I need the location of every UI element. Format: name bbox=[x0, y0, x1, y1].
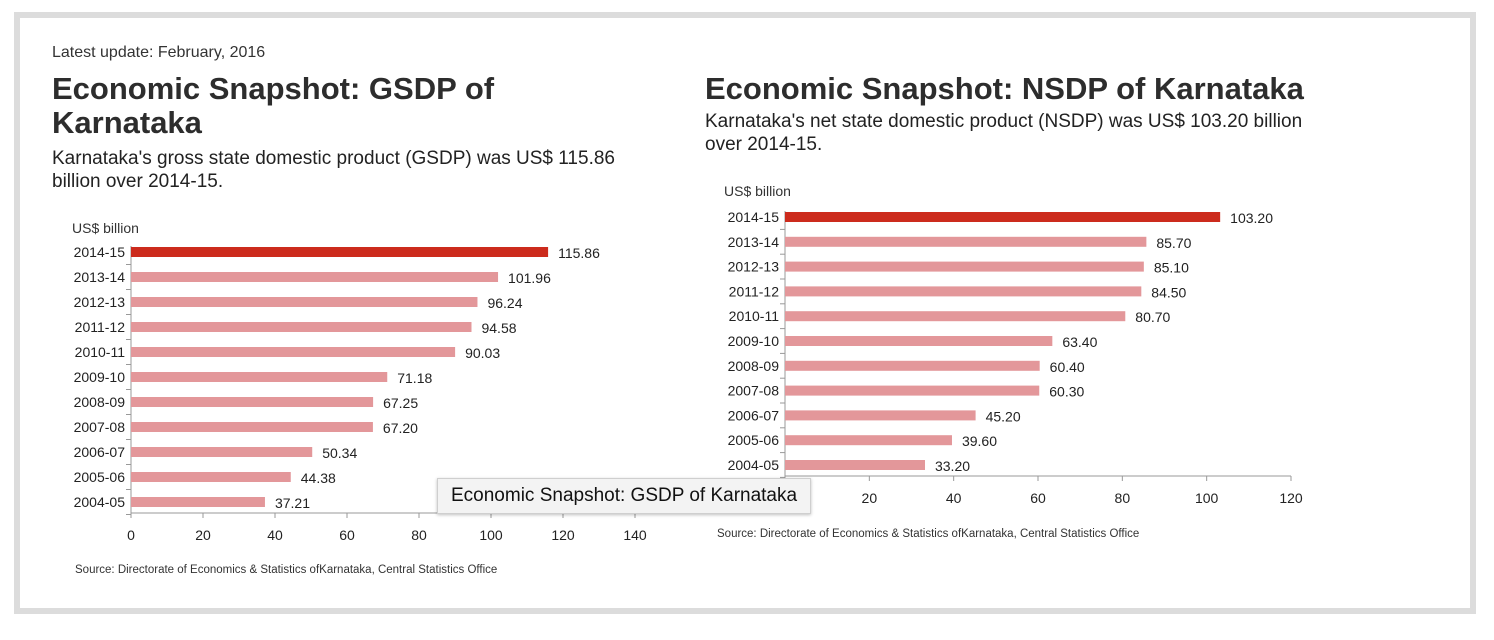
nsdp-bar[interactable] bbox=[785, 212, 1221, 222]
gsdp-bar[interactable] bbox=[131, 372, 388, 382]
nsdp-value-label: 60.40 bbox=[1050, 359, 1085, 375]
gsdp-category-label: 2009-10 bbox=[74, 369, 126, 385]
nsdp-bar[interactable] bbox=[785, 236, 1147, 247]
nsdp-value-label: 85.70 bbox=[1156, 235, 1191, 251]
gsdp-x-tick-label: 140 bbox=[623, 527, 647, 543]
gsdp-bar[interactable] bbox=[131, 247, 549, 257]
gsdp-value-label: 50.34 bbox=[322, 445, 357, 461]
gsdp-bar[interactable] bbox=[131, 447, 313, 457]
nsdp-x-tick-label: 60 bbox=[1030, 490, 1046, 506]
nsdp-value-label: 63.40 bbox=[1062, 334, 1097, 350]
nsdp-bar[interactable] bbox=[785, 360, 1040, 371]
gsdp-subtitle: Karnataka's gross state domestic product… bbox=[52, 148, 615, 192]
nsdp-x-tick-label: 40 bbox=[946, 490, 962, 506]
gsdp-x-tick-label: 20 bbox=[195, 527, 211, 543]
gsdp-category-label: 2006-07 bbox=[74, 444, 126, 460]
gsdp-category-label: 2014-15 bbox=[74, 244, 126, 260]
gsdp-value-label: 90.03 bbox=[465, 345, 500, 361]
gsdp-bar[interactable] bbox=[131, 347, 456, 357]
gsdp-value-label: 37.21 bbox=[275, 495, 310, 511]
nsdp-category-label: 2011-12 bbox=[729, 283, 780, 299]
gsdp-x-tick-label: 60 bbox=[339, 527, 355, 543]
nsdp-value-label: 80.70 bbox=[1135, 309, 1170, 325]
nsdp-bar[interactable] bbox=[785, 385, 1040, 396]
gsdp-value-label: 71.18 bbox=[397, 370, 432, 386]
nsdp-bar[interactable] bbox=[785, 410, 976, 421]
gsdp-bar[interactable] bbox=[131, 397, 374, 407]
gsdp-category-label: 2008-09 bbox=[74, 394, 126, 410]
gsdp-bar[interactable] bbox=[131, 297, 478, 307]
nsdp-value-label: 60.30 bbox=[1049, 384, 1084, 400]
gsdp-category-label: 2004-05 bbox=[74, 494, 126, 510]
gsdp-value-label: 67.20 bbox=[383, 420, 418, 436]
nsdp-category-label: 2009-10 bbox=[728, 333, 780, 349]
gsdp-value-label: 101.96 bbox=[508, 270, 551, 286]
gsdp-category-label: 2013-14 bbox=[74, 269, 126, 285]
nsdp-value-label: 45.20 bbox=[986, 408, 1021, 424]
nsdp-value-label: 84.50 bbox=[1151, 284, 1186, 300]
gsdp-title: Economic Snapshot: GSDP of Karnataka bbox=[52, 71, 495, 140]
gsdp-category-label: 2007-08 bbox=[74, 419, 126, 435]
gsdp-x-tick-label: 120 bbox=[551, 527, 575, 543]
nsdp-unit-label: US$ billion bbox=[724, 183, 791, 199]
gsdp-category-label: 2012-13 bbox=[74, 294, 126, 310]
nsdp-title: Economic Snapshot: NSDP of Karnataka bbox=[705, 71, 1304, 106]
nsdp-bar[interactable] bbox=[785, 311, 1126, 322]
gsdp-unit-label: US$ billion bbox=[72, 220, 139, 236]
nsdp-value-label: 85.10 bbox=[1154, 260, 1189, 276]
gsdp-category-label: 2011-12 bbox=[75, 319, 126, 335]
gsdp-x-tick-label: 0 bbox=[127, 527, 135, 543]
nsdp-category-label: 2006-07 bbox=[728, 407, 780, 423]
gsdp-x-tick-label: 40 bbox=[267, 527, 283, 543]
nsdp-subtitle: Karnataka's net state domestic product (… bbox=[705, 111, 1303, 155]
gsdp-source-note: Source: Directorate of Economics & Stati… bbox=[75, 564, 497, 576]
gsdp-value-label: 115.86 bbox=[558, 245, 600, 261]
nsdp-category-label: 2005-06 bbox=[728, 432, 780, 448]
nsdp-category-label: 2012-13 bbox=[728, 259, 780, 275]
gsdp-bar[interactable] bbox=[131, 322, 472, 332]
gsdp-value-label: 67.25 bbox=[383, 395, 418, 411]
nsdp-x-tick-label: 100 bbox=[1195, 490, 1219, 506]
nsdp-source-note: Source: Directorate of Economics & Stati… bbox=[717, 528, 1139, 540]
chart-tooltip: Economic Snapshot: GSDP of Karnataka bbox=[437, 478, 812, 514]
nsdp-bar[interactable] bbox=[785, 435, 952, 446]
gsdp-category-label: 2005-06 bbox=[74, 469, 126, 485]
nsdp-x-tick-label: 20 bbox=[862, 490, 878, 506]
nsdp-category-label: 2004-05 bbox=[728, 457, 780, 473]
nsdp-bar[interactable] bbox=[785, 286, 1142, 297]
nsdp-x-tick-label: 80 bbox=[1115, 490, 1131, 506]
nsdp-bar[interactable] bbox=[785, 261, 1144, 272]
gsdp-value-label: 96.24 bbox=[487, 295, 522, 311]
gsdp-bar[interactable] bbox=[131, 272, 499, 282]
gsdp-category-label: 2010-11 bbox=[75, 344, 126, 360]
nsdp-category-label: 2013-14 bbox=[728, 234, 780, 250]
nsdp-bar[interactable] bbox=[785, 460, 925, 470]
gsdp-bar[interactable] bbox=[131, 422, 373, 432]
nsdp-bar[interactable] bbox=[785, 336, 1053, 346]
nsdp-category-label: 2014-15 bbox=[728, 209, 780, 225]
nsdp-category-label: 2010-11 bbox=[729, 308, 780, 324]
nsdp-value-label: 39.60 bbox=[962, 433, 997, 449]
nsdp-value-label: 103.20 bbox=[1230, 210, 1273, 226]
nsdp-category-label: 2008-09 bbox=[728, 358, 780, 374]
gsdp-value-label: 94.58 bbox=[481, 320, 516, 336]
gsdp-bar[interactable] bbox=[131, 497, 265, 507]
gsdp-bar[interactable] bbox=[131, 472, 291, 482]
latest-update: Latest update: February, 2016 bbox=[52, 44, 266, 61]
nsdp-category-label: 2007-08 bbox=[728, 383, 780, 399]
nsdp-x-tick-label: 120 bbox=[1279, 490, 1303, 506]
gsdp-x-tick-label: 100 bbox=[479, 527, 503, 543]
gsdp-value-label: 44.38 bbox=[301, 470, 336, 486]
gsdp-x-tick-label: 80 bbox=[411, 527, 427, 543]
nsdp-value-label: 33.20 bbox=[935, 458, 970, 474]
